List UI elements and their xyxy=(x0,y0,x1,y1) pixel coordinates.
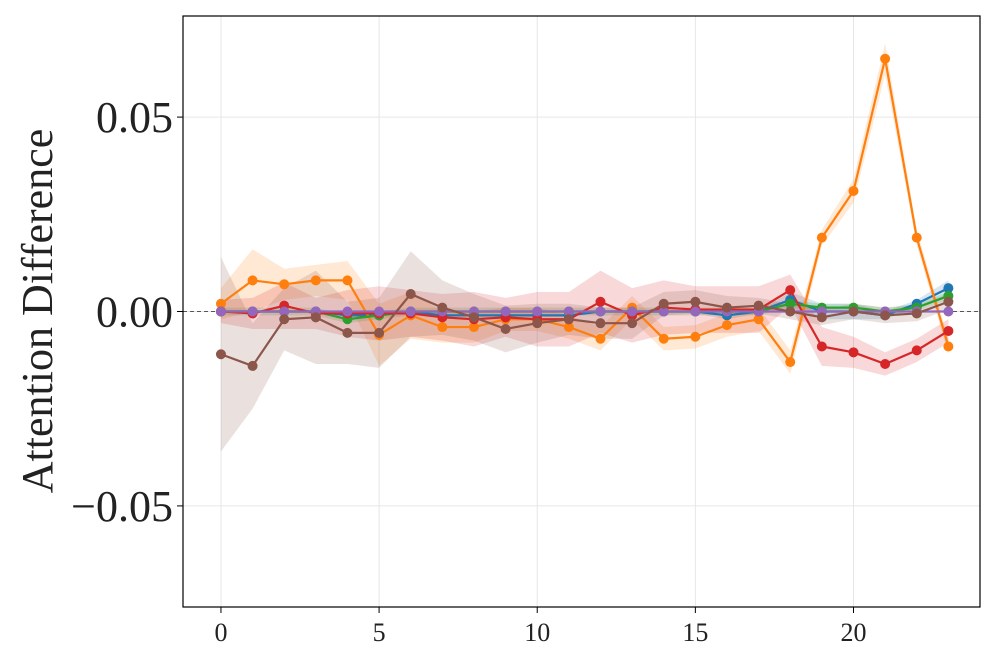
series-orange-point xyxy=(247,275,258,286)
series-orange-point xyxy=(785,357,796,368)
series-orange-point xyxy=(595,333,606,344)
series-purple-point xyxy=(563,306,574,317)
series-purple-point xyxy=(690,306,701,317)
series-brown-point xyxy=(658,298,669,309)
series-red-point xyxy=(785,285,796,296)
series-orange-point xyxy=(310,275,321,286)
series-red-point xyxy=(848,347,859,358)
series-orange-point xyxy=(468,322,479,333)
series-orange-point xyxy=(721,320,732,331)
series-orange-point xyxy=(690,331,701,342)
series-purple-point xyxy=(215,306,226,317)
series-green-band xyxy=(220,292,949,324)
series-purple-point xyxy=(595,306,606,317)
series-red-point xyxy=(595,296,606,307)
series-orange-point xyxy=(911,232,922,243)
series-orange-point xyxy=(563,322,574,333)
series-brown-point xyxy=(532,318,543,329)
x-tick-label: 0 xyxy=(214,618,227,647)
series-purple-point xyxy=(405,306,416,317)
series-brown-point xyxy=(247,360,258,371)
series-orange-point xyxy=(279,279,290,290)
series-red-point xyxy=(880,358,891,369)
series-purple-point xyxy=(342,306,353,317)
series-purple-point xyxy=(247,306,258,317)
x-tick-label: 15 xyxy=(682,618,708,647)
series-brown-point xyxy=(595,318,606,329)
y-axis-label: Attention Difference xyxy=(13,129,62,493)
x-tick-label: 10 xyxy=(524,618,550,647)
series-orange-point xyxy=(753,314,764,325)
series-brown-line xyxy=(220,292,949,368)
series-brown-point xyxy=(880,310,891,321)
series-brown-point xyxy=(374,327,385,338)
series-brown-point xyxy=(310,312,321,323)
series-brown-point xyxy=(563,314,574,325)
series-brown-point xyxy=(500,323,511,334)
series-brown-point xyxy=(911,308,922,319)
series-orange-point xyxy=(880,53,891,64)
series-purple-point xyxy=(500,306,511,317)
y-axis: −0.05 0.00 0.05 xyxy=(71,93,183,531)
series-purple-point xyxy=(279,306,290,317)
y-tick-label: 0.00 xyxy=(96,288,173,337)
series-orange-point xyxy=(215,298,226,309)
series-brown-point xyxy=(627,318,638,329)
series-orange-point xyxy=(816,232,827,243)
series-brown-point xyxy=(785,306,796,317)
series-orange-point xyxy=(943,341,954,352)
series-brown-point xyxy=(468,312,479,323)
series-lines xyxy=(220,57,950,368)
series-brown-band xyxy=(220,251,949,452)
series-brown-point xyxy=(215,349,226,360)
series-red-point xyxy=(816,341,827,352)
series-purple-point xyxy=(374,306,385,317)
series-brown-point xyxy=(848,306,859,317)
series-red-point xyxy=(943,325,954,336)
series-brown-point xyxy=(816,312,827,323)
y-tick-label: 0.05 xyxy=(96,93,173,142)
series-brown-point xyxy=(437,302,448,313)
series-brown-point xyxy=(943,296,954,307)
series-brown-point xyxy=(342,327,353,338)
x-tick-label: 5 xyxy=(373,618,386,647)
series-red-point xyxy=(911,345,922,356)
series-green-point xyxy=(785,298,796,309)
series-purple-point xyxy=(658,306,669,317)
series-orange-point xyxy=(342,275,353,286)
x-tick-label: 20 xyxy=(840,618,866,647)
series-blue-point xyxy=(943,283,954,294)
series-orange-line xyxy=(220,57,950,364)
series-brown-point xyxy=(279,314,290,325)
series-orange-point xyxy=(658,333,669,344)
series-brown-point xyxy=(753,300,764,311)
series-points xyxy=(215,53,954,371)
series-red-band xyxy=(220,270,949,376)
series-purple-point xyxy=(532,306,543,317)
series-purple-point xyxy=(943,306,954,317)
series-orange-point xyxy=(437,322,448,333)
y-tick-label: −0.05 xyxy=(71,482,173,531)
series-orange-point xyxy=(848,185,859,196)
series-brown-point xyxy=(721,302,732,313)
x-axis: 0 5 10 15 20 xyxy=(214,607,866,647)
series-purple-point xyxy=(627,306,638,317)
series-brown-point xyxy=(690,296,701,307)
series-brown-point xyxy=(405,289,416,300)
